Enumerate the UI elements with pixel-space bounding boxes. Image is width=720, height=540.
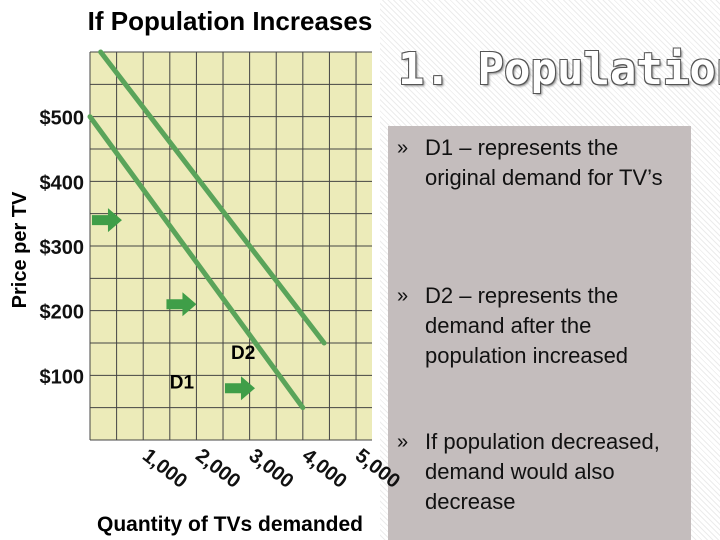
x-tick-label: 2,000 (191, 445, 244, 493)
chart-y-tick-labels: $100 $200 $300 $400 $500 (40, 108, 85, 389)
shift-arrow-icon (166, 292, 197, 317)
shift-arrow-icon (91, 208, 122, 233)
chart-y-axis-label: Price per TV (9, 191, 31, 308)
x-tick-label: 5,000 (351, 445, 404, 493)
slide-title: 1. Population (398, 44, 720, 95)
y-tick-label: $300 (40, 237, 85, 259)
bullet-text: D1 – represents the original demand for … (425, 135, 663, 190)
bullet-d1: » D1 – represents the original demand fo… (397, 133, 687, 193)
chart-x-axis-label: Quantity of TVs demanded (97, 513, 363, 536)
bullet-marker: » (397, 285, 409, 307)
bullet-marker: » (397, 137, 409, 159)
bullet-marker: » (397, 431, 409, 453)
x-tick-label: 3,000 (245, 445, 298, 493)
demand-line-d2 (98, 49, 327, 346)
demand-line-d1 (87, 114, 306, 411)
y-tick-label: $400 (40, 172, 85, 194)
bullet-decrease: » If population decreased, demand would … (397, 427, 687, 517)
chart-title: If Population Increases (88, 6, 373, 36)
bullet-text: D2 – represents the demand after the pop… (425, 283, 629, 368)
chart-x-tick-labels: 1,000 2,000 3,000 4,000 5,000 (138, 445, 404, 493)
x-tick-label: 4,000 (298, 445, 351, 493)
chart-shift-arrows (91, 208, 255, 401)
bullet-d2: » D2 – represents the demand after the p… (397, 281, 687, 371)
bullet-text: If population decreased, demand would al… (425, 429, 660, 514)
chart-series (87, 49, 327, 411)
bullet-panel (388, 126, 691, 540)
x-tick-label: 1,000 (138, 445, 191, 493)
y-tick-label: $100 (40, 366, 85, 388)
series-label-d2: D2 (231, 343, 255, 364)
series-label-d1: D1 (170, 372, 195, 393)
y-tick-label: $500 (40, 108, 85, 130)
y-tick-label: $200 (40, 302, 85, 324)
shift-arrow-icon (224, 376, 255, 401)
